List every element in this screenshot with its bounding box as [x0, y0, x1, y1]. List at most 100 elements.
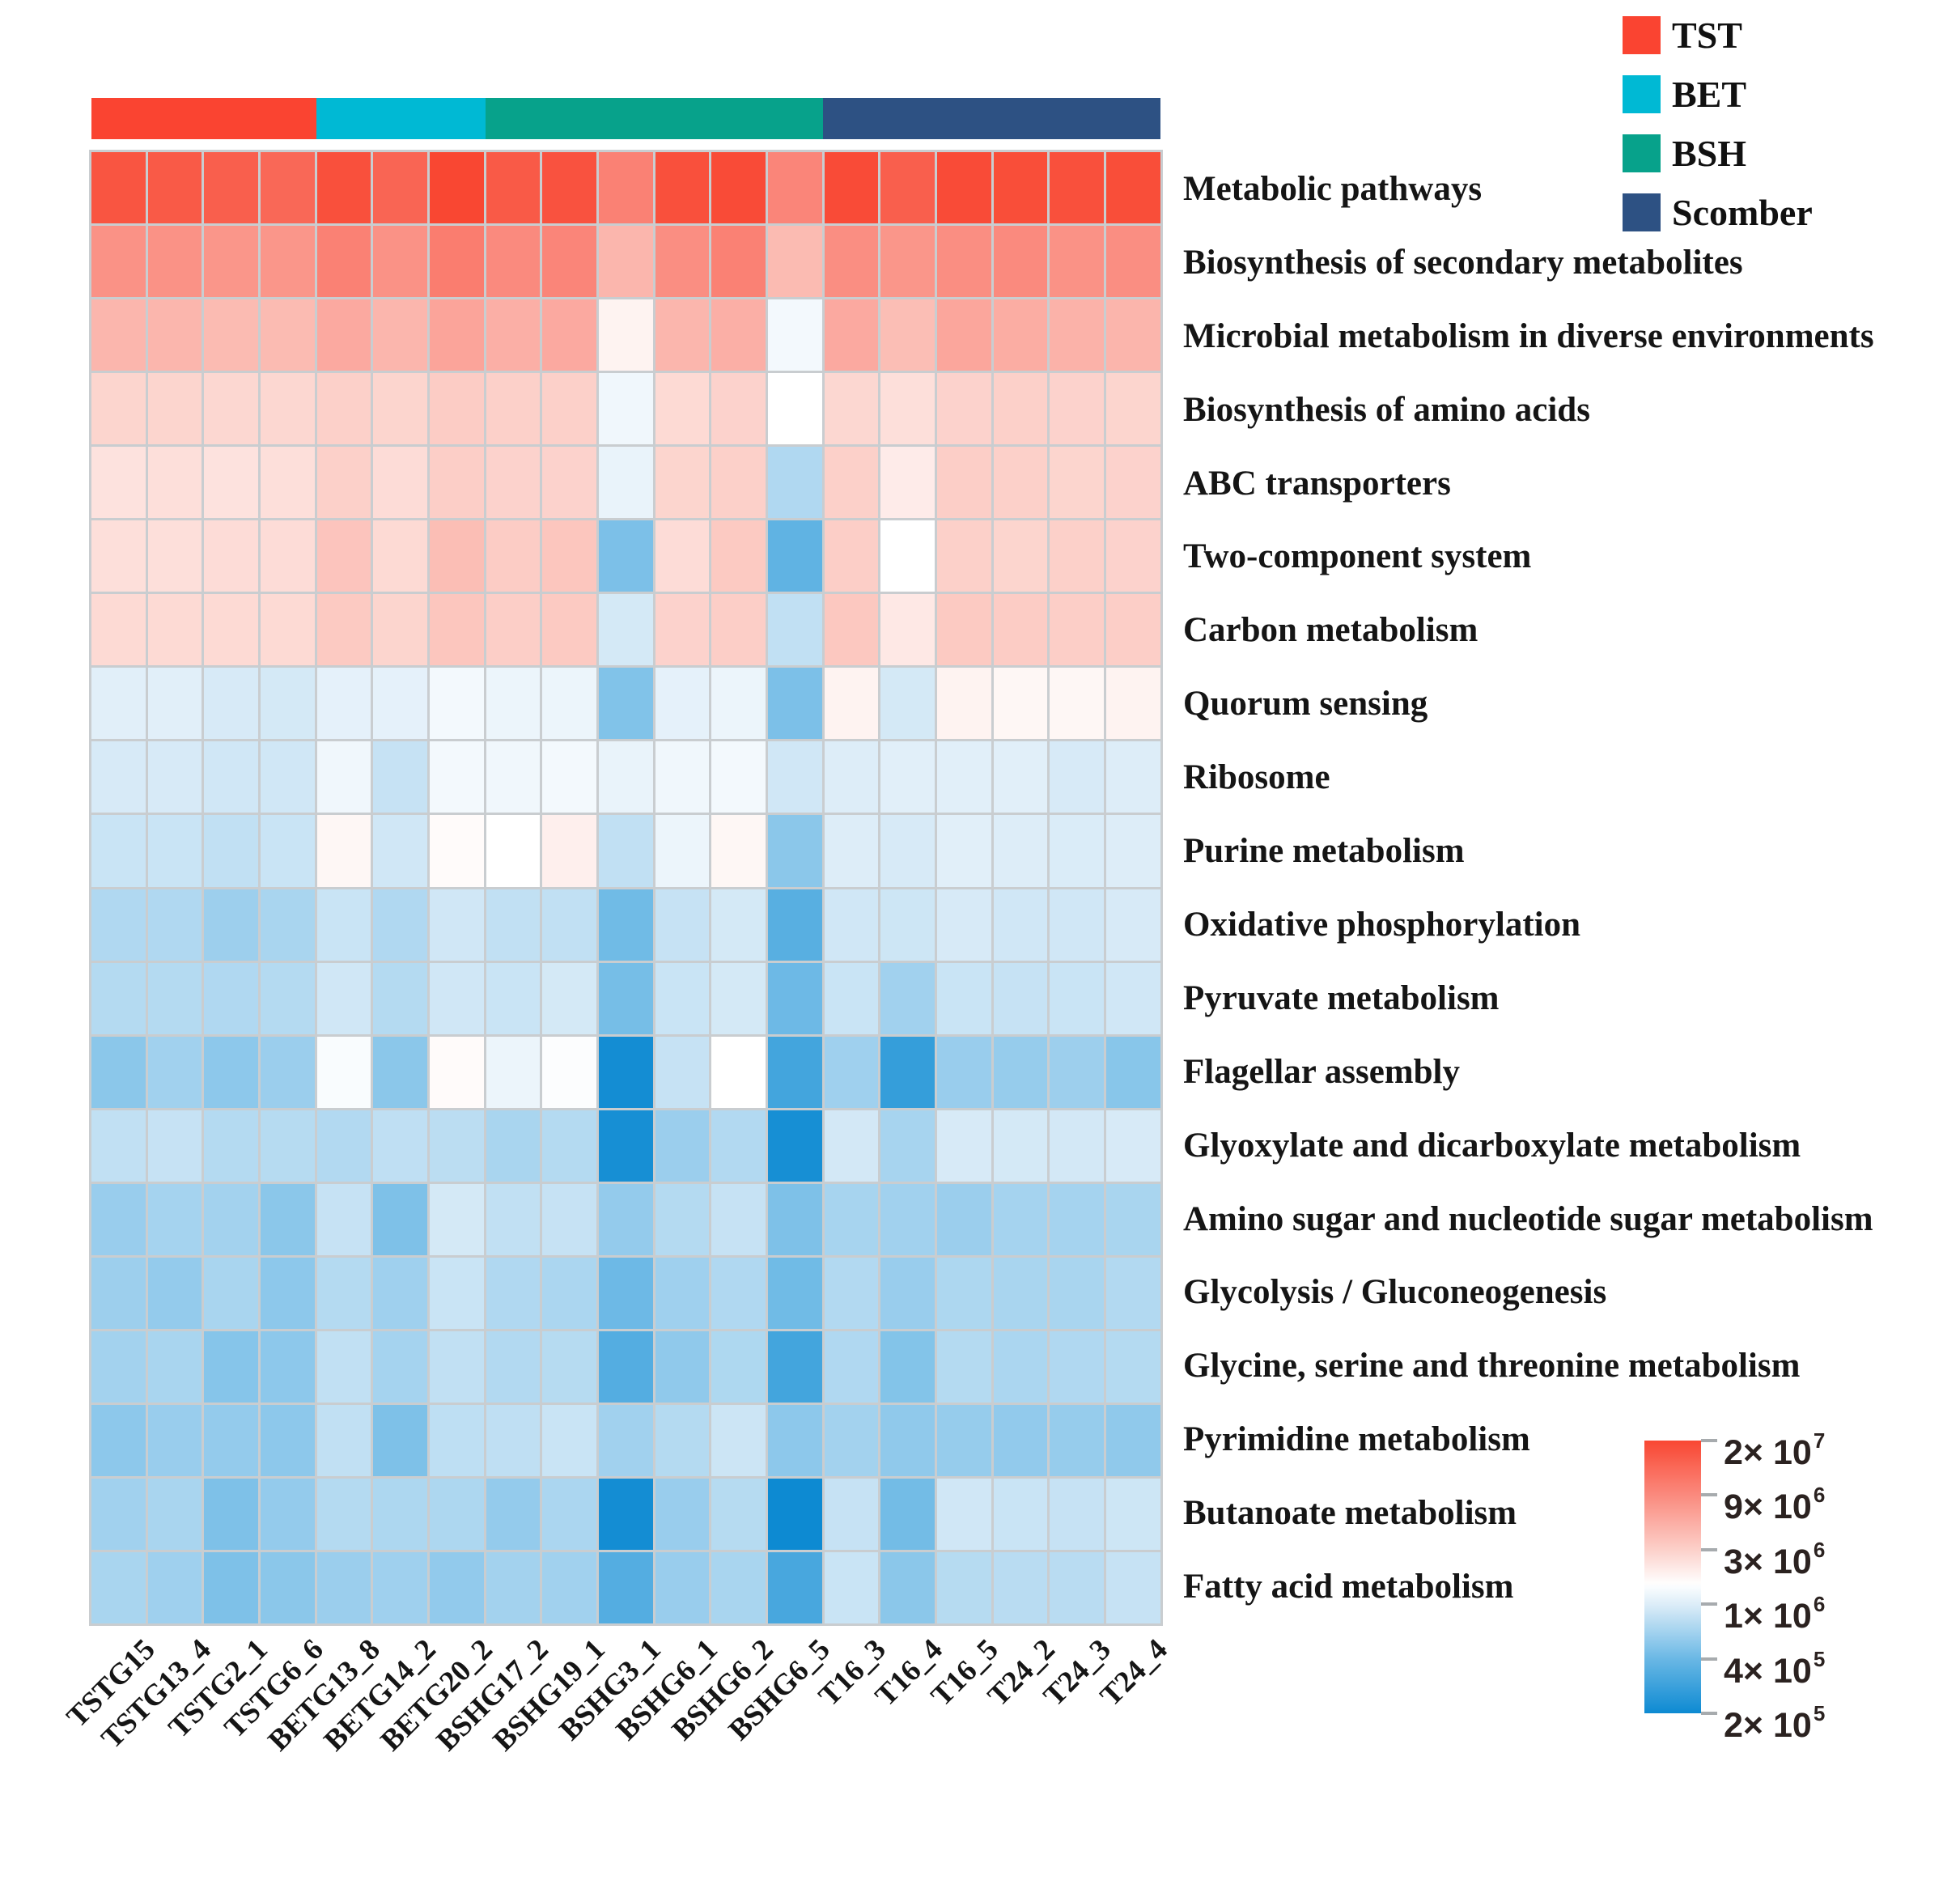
heatmap-cell: [260, 447, 315, 519]
heatmap-cell: [880, 668, 935, 740]
heatmap-cell: [316, 962, 371, 1034]
heatmap-cell: [1050, 447, 1104, 519]
heatmap-cell: [204, 226, 258, 298]
colorbar-tick-label: 2× 107: [1724, 1428, 1826, 1472]
heatmap-cell: [147, 668, 202, 740]
heatmap-cell: [260, 1478, 315, 1550]
heatmap-cell: [260, 1330, 315, 1403]
heatmap-cell: [542, 152, 596, 224]
heatmap-cell: [429, 1478, 484, 1550]
heatmap-cell: [542, 668, 596, 740]
heatmap-cell: [936, 889, 991, 961]
heatmap-cell: [542, 520, 596, 592]
heatmap-cell: [1105, 447, 1160, 519]
heatmap-cell: [598, 1330, 653, 1403]
heatmap-cell: [711, 1478, 766, 1550]
heatmap-cell: [880, 226, 935, 298]
heatmap-cell: [880, 1183, 935, 1255]
heatmap-cell: [824, 1478, 879, 1550]
heatmap-cell: [373, 373, 427, 445]
heatmap-cell: [1105, 1551, 1160, 1623]
heatmap-cell: [767, 299, 822, 371]
group-band-segment-scomber: [822, 98, 1160, 139]
heatmap-cell: [655, 1551, 710, 1623]
heatmap-cell: [993, 815, 1048, 887]
heatmap-cell: [542, 1404, 596, 1476]
legend-label: Scomber: [1672, 192, 1813, 233]
heatmap-cell: [993, 741, 1048, 813]
heatmap-cell: [373, 594, 427, 666]
heatmap-cell: [542, 1551, 596, 1623]
heatmap-cell: [429, 889, 484, 961]
heatmap-cell: [542, 889, 596, 961]
heatmap-cell: [936, 447, 991, 519]
heatmap-cell: [1105, 1183, 1160, 1255]
heatmap-cell: [1105, 1110, 1160, 1182]
heatmap-cell: [767, 152, 822, 224]
heatmap-cell: [486, 1183, 541, 1255]
heatmap-cell: [147, 815, 202, 887]
heatmap-cell: [880, 447, 935, 519]
heatmap-cell: [1105, 226, 1160, 298]
heatmap-cell: [542, 1330, 596, 1403]
heatmap-cell: [260, 226, 315, 298]
heatmap-cell: [373, 889, 427, 961]
heatmap-cell: [993, 1478, 1048, 1550]
heatmap-cell: [993, 1257, 1048, 1329]
heatmap-cell: [204, 889, 258, 961]
heatmap-cell: [1105, 1478, 1160, 1550]
group-band-segment-bsh: [485, 98, 823, 139]
heatmap-cell: [260, 594, 315, 666]
heatmap-cell: [993, 1330, 1048, 1403]
heatmap-cell: [767, 1257, 822, 1329]
heatmap-cell: [993, 299, 1048, 371]
heatmap-cell: [655, 373, 710, 445]
heatmap-cell: [880, 962, 935, 1034]
heatmap-cell: [1105, 1257, 1160, 1329]
heatmap-cell: [880, 373, 935, 445]
heatmap-cell: [316, 741, 371, 813]
heatmap-cell: [824, 962, 879, 1034]
colorbar-tick-dash: [1701, 1439, 1717, 1442]
row-label: Biosynthesis of secondary metabolites: [1183, 243, 1743, 282]
heatmap-cell: [91, 668, 146, 740]
heatmap-cell: [373, 741, 427, 813]
heatmap-cell: [260, 1404, 315, 1476]
heatmap-cell: [767, 226, 822, 298]
heatmap-cell: [1050, 1036, 1104, 1108]
heatmap-cell: [147, 1551, 202, 1623]
heatmap-cell: [147, 1110, 202, 1182]
heatmap-cell: [767, 668, 822, 740]
heatmap-cell: [373, 447, 427, 519]
heatmap-grid: [89, 150, 1163, 1626]
heatmap-cell: [936, 299, 991, 371]
heatmap-cell: [91, 962, 146, 1034]
heatmap-cell: [1105, 152, 1160, 224]
row-label: Amino sugar and nucleotide sugar metabol…: [1183, 1199, 1873, 1238]
heatmap-cell: [429, 1110, 484, 1182]
colorbar-tick-label: 9× 106: [1724, 1483, 1826, 1527]
heatmap-cell: [316, 152, 371, 224]
heatmap-cell: [429, 152, 484, 224]
heatmap-cell: [204, 1110, 258, 1182]
heatmap-cell: [993, 226, 1048, 298]
row-label: Biosynthesis of amino acids: [1183, 390, 1590, 429]
heatmap-cell: [260, 299, 315, 371]
heatmap-cell: [486, 815, 541, 887]
heatmap-cell: [204, 1478, 258, 1550]
heatmap-cell: [1105, 668, 1160, 740]
heatmap-cell: [147, 520, 202, 592]
row-label: Metabolic pathways: [1183, 169, 1483, 208]
heatmap-cell: [1050, 520, 1104, 592]
heatmap-cell: [204, 373, 258, 445]
heatmap-cell: [824, 594, 879, 666]
heatmap-cell: [824, 889, 879, 961]
heatmap-cell: [429, 1257, 484, 1329]
heatmap-cell: [767, 1551, 822, 1623]
heatmap-cell: [655, 962, 710, 1034]
heatmap-cell: [486, 1551, 541, 1623]
heatmap-cell: [486, 594, 541, 666]
heatmap-cell: [711, 815, 766, 887]
heatmap-cell: [936, 815, 991, 887]
heatmap-cell: [824, 226, 879, 298]
